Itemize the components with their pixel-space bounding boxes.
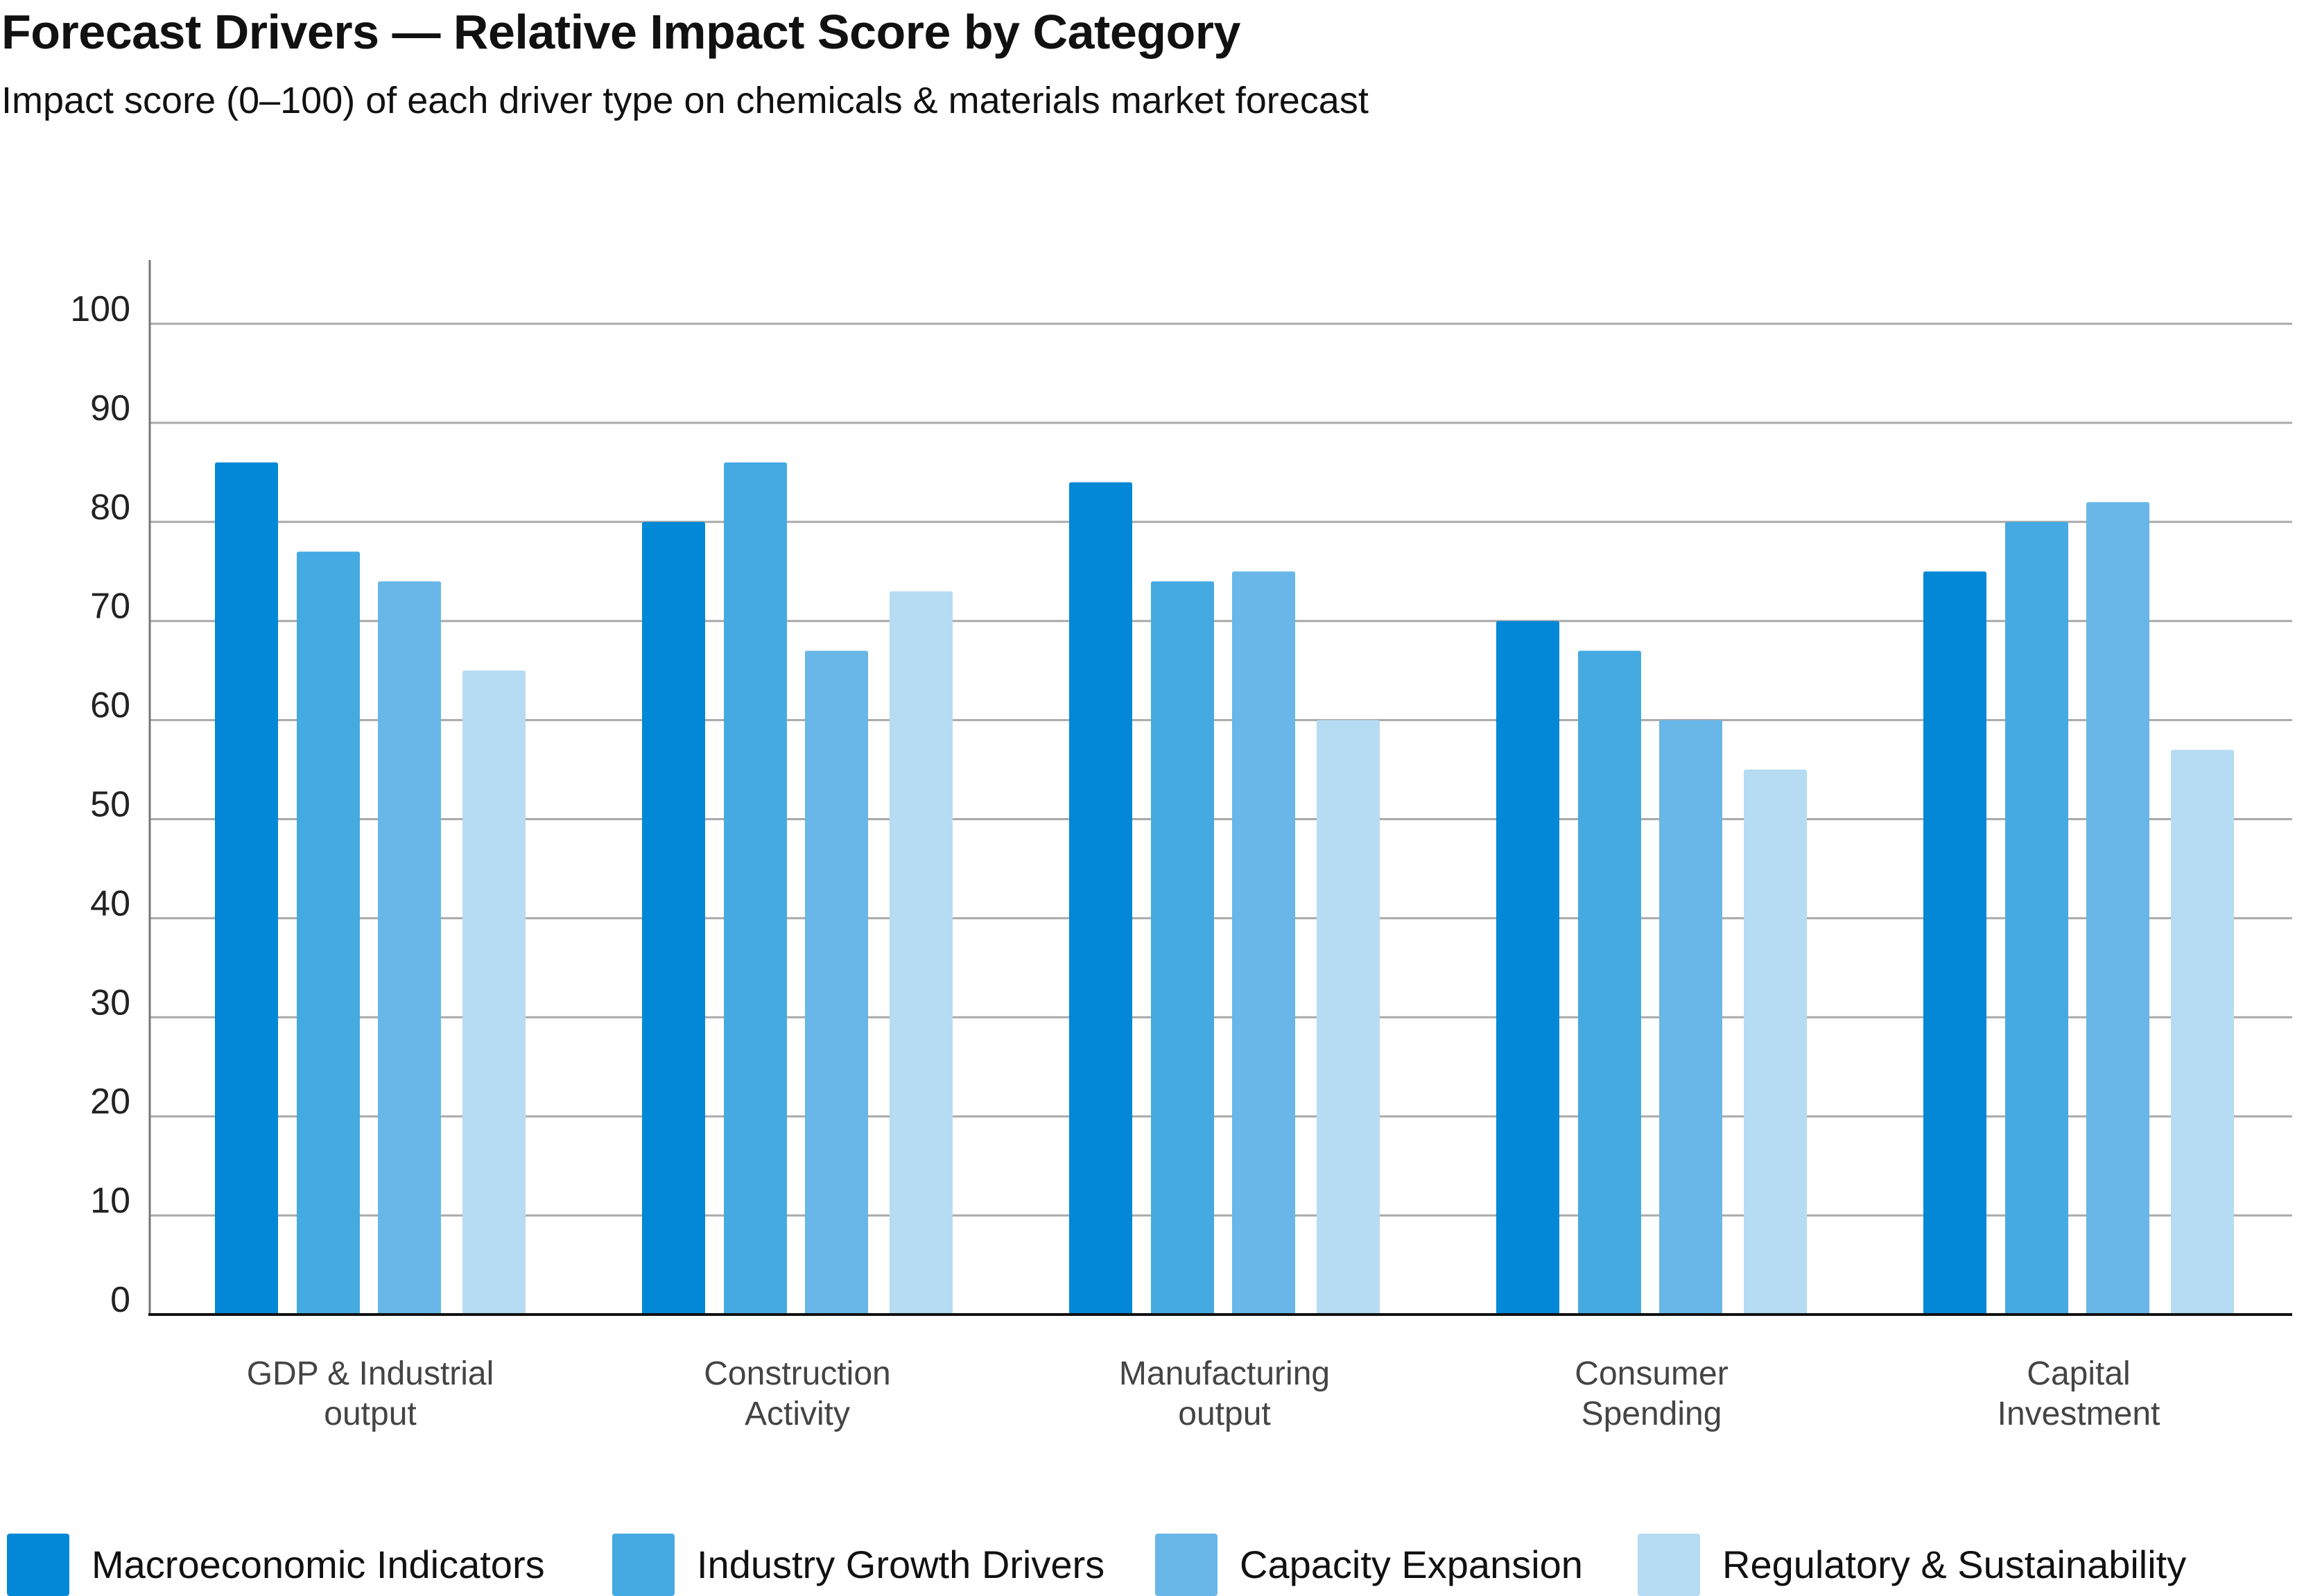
bar-chart: 0 10 20 30 40 50 60 70 80 90 100 GDP & Industrial ou…: [70, 260, 2292, 1432]
bar: [1151, 581, 1214, 1315]
chart-subtitle: Impact score (0–100) of each driver type…: [1, 80, 1369, 121]
y-tick-label: 100: [70, 289, 130, 329]
legend-label: Capacity Expansion: [1240, 1543, 1583, 1586]
x-tick-label: Manufacturing output: [1119, 1355, 1330, 1432]
bar: [642, 521, 705, 1315]
bar: [215, 462, 278, 1315]
y-tick-label: 50: [90, 785, 130, 825]
bar: [1496, 621, 1559, 1315]
x-tick-label: Construction Activity: [704, 1355, 890, 1432]
bar: [1069, 482, 1132, 1315]
bar: [890, 591, 953, 1315]
bar: [2005, 521, 2068, 1315]
bar: [2086, 502, 2149, 1315]
x-tick-label: Consumer Spending: [1575, 1355, 1728, 1432]
y-tick-label: 70: [90, 587, 130, 627]
bar: [297, 551, 360, 1315]
bar: [1744, 770, 1807, 1315]
y-tick-label: 10: [90, 1181, 130, 1221]
y-tick-label: 40: [90, 883, 130, 923]
bar: [1923, 571, 1986, 1315]
y-tick-label: 60: [90, 686, 130, 726]
y-tick-label: 30: [90, 982, 130, 1023]
bar: [805, 650, 868, 1315]
bar: [462, 670, 526, 1315]
bar: [1578, 650, 1641, 1315]
legend-swatch: [612, 1534, 675, 1596]
y-tick-label: 20: [90, 1082, 130, 1122]
bar: [378, 581, 441, 1315]
y-tick-label: 0: [110, 1280, 130, 1320]
bar: [2171, 749, 2234, 1315]
legend-swatch: [7, 1534, 69, 1596]
bar: [724, 462, 787, 1315]
bar: [1317, 720, 1380, 1315]
legend-swatch: [1155, 1534, 1218, 1596]
chart-title: Forecast Drivers — Relative Impact Score…: [1, 5, 1240, 59]
bar: [1232, 571, 1295, 1315]
legend-swatch: [1638, 1534, 1700, 1596]
bar: [1659, 720, 1722, 1315]
y-tick-label: 80: [90, 487, 130, 528]
x-tick-label: Capital Investment: [1998, 1355, 2160, 1432]
y-tick-label: 90: [90, 388, 130, 428]
legend-label: Industry Growth Drivers: [697, 1543, 1105, 1586]
x-tick-label: GDP & Industrial output: [247, 1355, 494, 1432]
legend-label: Macroeconomic Indicators: [92, 1543, 545, 1586]
legend-label: Regulatory & Sustainability: [1722, 1543, 2187, 1586]
